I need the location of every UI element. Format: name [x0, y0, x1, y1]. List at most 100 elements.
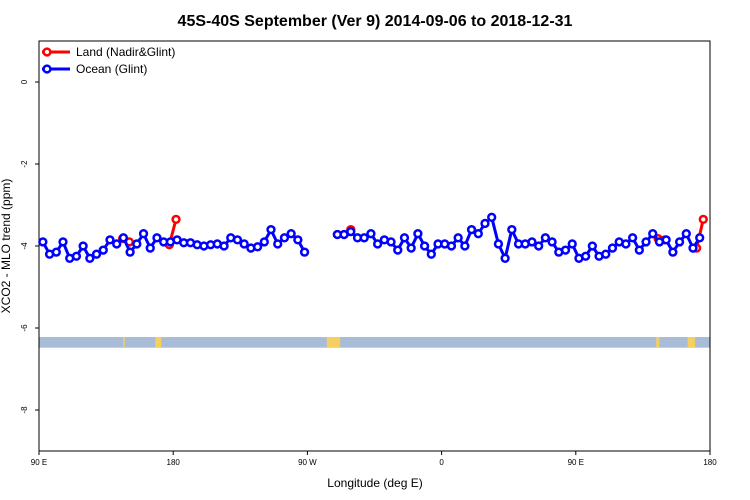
data-point-1-8: [91, 249, 102, 259]
data-point-1-69: [527, 237, 537, 247]
data-point-1-35: [273, 239, 283, 249]
legend-ocean-marker: [42, 64, 52, 74]
data-point-1-71: [540, 233, 551, 243]
data-point-1-16: [145, 243, 155, 253]
data-point-1-78: [587, 241, 598, 251]
data-point-1-75: [567, 239, 577, 249]
legend-land-label: Land (Nadir&Glint): [76, 45, 175, 59]
data-point-1-77: [580, 251, 591, 261]
data-point-1-70: [534, 241, 544, 251]
data-point-1-10: [105, 235, 115, 245]
data-point-1-15: [138, 229, 149, 239]
legend-entry-ocean: Ocean (Glint): [42, 62, 147, 76]
data-point-1-93: [688, 243, 698, 253]
x-axis: 90 E 180 90 W 0 90 E 180: [31, 451, 717, 467]
land-ocean-strip: [39, 337, 710, 348]
y-tick-label-2: -4: [20, 242, 29, 250]
legend: Land (Nadir&Glint) Ocean (Glint): [42, 45, 175, 76]
data-point-1-58: [453, 233, 463, 243]
data-point-1-17: [152, 233, 162, 243]
data-point-1-27: [219, 241, 229, 251]
x-tick-label-4: 90 E: [568, 458, 584, 467]
data-point-1-45: [366, 229, 376, 239]
data-point-1-54: [426, 249, 436, 259]
data-point-1-12: [118, 233, 129, 243]
x-tick-label-2: 90 W: [298, 458, 317, 467]
data-point-1-50: [399, 233, 410, 243]
data-point-1-64: [493, 239, 504, 249]
series-1: [38, 212, 705, 263]
data-point-1-85: [634, 245, 644, 255]
legend-entry-land: Land (Nadir&Glint): [42, 45, 175, 59]
y-axis-label: XCO2 - MLO trend (ppm): [0, 179, 13, 314]
data-point-1-83: [621, 239, 631, 249]
data-point-1-60: [466, 224, 477, 235]
x-tick-label-1: 180: [167, 458, 181, 467]
data-point-1-2: [51, 247, 61, 257]
data-point-1-80: [601, 249, 611, 259]
data-point-1-94: [695, 233, 705, 243]
x-axis-label: Longitude (deg E): [327, 476, 422, 490]
data-point-1-36: [279, 233, 290, 243]
data-point-1-5: [71, 251, 82, 261]
data-point-1-34: [266, 224, 276, 235]
y-tick-label-4: -8: [20, 406, 29, 414]
data-point-1-29: [232, 235, 243, 245]
data-point-1-62: [480, 218, 490, 229]
land-strip-segment-0: [123, 337, 125, 348]
data-point-1-9: [98, 245, 108, 255]
data-point-1-0: [38, 237, 48, 247]
data-point-1-3: [58, 237, 68, 247]
data-point-1-59: [460, 241, 470, 251]
data-point-1-46: [372, 239, 383, 249]
y-axis: 0 -2 -4 -6 -8: [20, 79, 39, 414]
data-point-1-13: [125, 247, 135, 257]
data-point-1-33: [259, 237, 269, 247]
data-point-1-6: [78, 241, 88, 251]
data-point-1-48: [386, 237, 396, 247]
data-point-1-32: [252, 242, 263, 252]
y-tick-label-0: 0: [20, 79, 29, 84]
data-point-1-74: [560, 245, 571, 255]
data-point-1-87: [648, 229, 658, 239]
series-layer: [38, 212, 708, 263]
y-tick-label-1: -2: [20, 160, 29, 168]
data-point-1-81: [607, 243, 618, 253]
data-point-1-86: [641, 237, 651, 247]
x-tick-label-3: 0: [439, 458, 444, 467]
ocean-strip: [39, 337, 710, 348]
data-point-1-7: [85, 253, 95, 263]
data-point-1-84: [627, 233, 638, 243]
data-point-1-65: [500, 253, 510, 263]
data-point-0-10: [698, 214, 708, 225]
data-point-1-52: [413, 229, 423, 239]
data-point-1-42: [346, 227, 356, 237]
legend-land-marker: [42, 47, 52, 57]
data-point-1-90: [668, 247, 678, 257]
data-point-1-49: [393, 245, 403, 255]
data-point-1-92: [681, 229, 691, 239]
data-point-1-38: [293, 235, 303, 245]
data-point-1-63: [487, 212, 497, 222]
data-point-1-30: [239, 239, 249, 249]
data-point-1-53: [419, 241, 430, 251]
data-point-1-57: [446, 241, 457, 251]
land-strip-segment-1: [155, 337, 162, 348]
x-tick-label-0: 90 E: [31, 458, 47, 467]
data-point-1-39: [299, 247, 310, 257]
data-point-0-3: [171, 214, 181, 225]
land-strip-segment-2: [326, 337, 341, 348]
y-tick-label-3: -6: [20, 324, 29, 332]
data-point-1-44: [359, 233, 369, 243]
x-tick-label-5: 180: [703, 458, 717, 467]
chart-title: 45S-40S September (Ver 9) 2014-09-06 to …: [178, 13, 573, 30]
data-point-1-91: [674, 237, 685, 247]
data-point-1-61: [473, 229, 483, 239]
data-point-1-37: [286, 229, 296, 239]
legend-ocean-label: Ocean (Glint): [76, 62, 147, 76]
data-point-1-14: [132, 239, 142, 249]
data-point-1-72: [547, 237, 557, 247]
land-strip-segment-4: [687, 337, 696, 348]
